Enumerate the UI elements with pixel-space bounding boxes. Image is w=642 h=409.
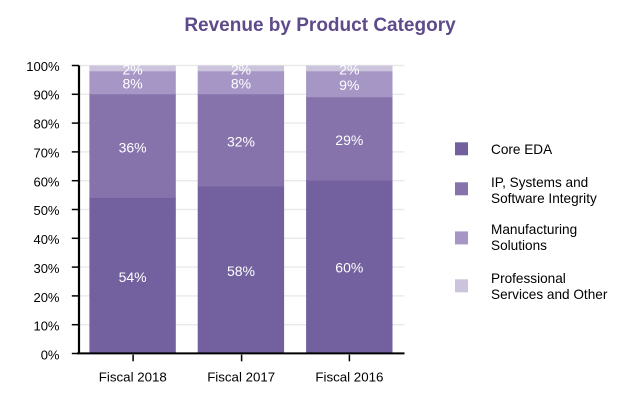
svg-text:54%: 54% bbox=[119, 269, 147, 285]
svg-text:10%: 10% bbox=[33, 319, 59, 334]
svg-text:90%: 90% bbox=[33, 88, 59, 103]
svg-text:9%: 9% bbox=[339, 77, 359, 93]
svg-text:29%: 29% bbox=[335, 132, 363, 148]
svg-text:80%: 80% bbox=[33, 117, 59, 132]
svg-text:70%: 70% bbox=[33, 145, 59, 160]
svg-text:Fiscal 2018: Fiscal 2018 bbox=[99, 369, 167, 384]
svg-text:30%: 30% bbox=[33, 261, 59, 276]
svg-text:40%: 40% bbox=[33, 232, 59, 247]
svg-text:100%: 100% bbox=[26, 59, 60, 74]
svg-text:60%: 60% bbox=[33, 174, 59, 189]
svg-text:36%: 36% bbox=[119, 139, 147, 155]
svg-text:2%: 2% bbox=[231, 61, 251, 77]
svg-text:Fiscal 2016: Fiscal 2016 bbox=[315, 369, 383, 384]
svg-text:2%: 2% bbox=[339, 61, 359, 77]
svg-text:50%: 50% bbox=[33, 203, 59, 218]
svg-text:32%: 32% bbox=[227, 133, 255, 149]
svg-text:58%: 58% bbox=[227, 263, 255, 279]
svg-text:8%: 8% bbox=[122, 75, 142, 91]
svg-text:20%: 20% bbox=[33, 290, 59, 305]
svg-text:8%: 8% bbox=[231, 75, 251, 91]
svg-text:2%: 2% bbox=[122, 61, 142, 77]
svg-text:60%: 60% bbox=[335, 260, 363, 276]
svg-text:0%: 0% bbox=[41, 348, 60, 363]
svg-text:Fiscal 2017: Fiscal 2017 bbox=[207, 369, 275, 384]
